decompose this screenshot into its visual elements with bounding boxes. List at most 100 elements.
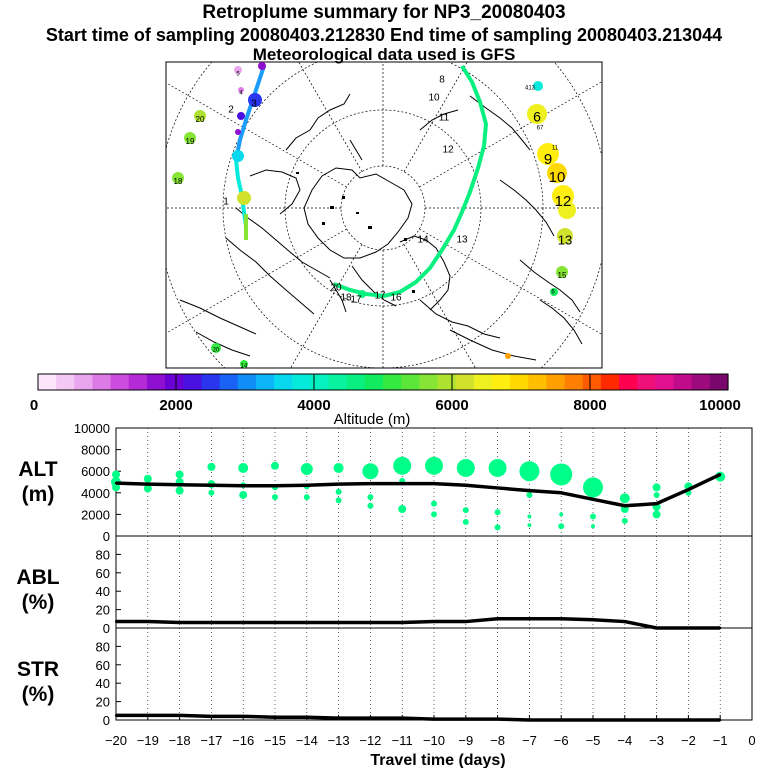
y-tick-label: 8000 xyxy=(81,443,110,458)
x-tick-label: −2 xyxy=(681,733,696,748)
data-point xyxy=(178,483,181,486)
colorbar-swatch xyxy=(564,374,584,390)
data-point xyxy=(464,620,467,623)
y-tick-label: 0 xyxy=(103,529,110,544)
day-label: 11 xyxy=(439,113,450,124)
colorbar-tick-label: 6000 xyxy=(435,397,468,414)
y-tick-label: 0 xyxy=(103,713,110,728)
x-tick-label: −6 xyxy=(554,733,569,748)
series-line xyxy=(116,713,721,722)
day-label: 20 xyxy=(196,115,205,124)
data-point xyxy=(432,482,436,485)
altitude-point xyxy=(272,494,278,501)
panel-3: 0 20 40 60 80 STR(%) xyxy=(17,627,753,728)
y-tick-label: 80 xyxy=(96,547,110,562)
colorbar-swatch xyxy=(128,374,148,390)
day-label: 6 xyxy=(551,290,555,296)
day-label: 17 xyxy=(350,295,362,306)
y-tick-label: 60 xyxy=(96,658,110,673)
day-label: 10 xyxy=(549,169,566,186)
altitude-point xyxy=(550,463,573,486)
colorbar-swatch xyxy=(183,374,203,390)
x-tick-label: −13 xyxy=(328,733,350,748)
day-label: 18 xyxy=(340,293,352,304)
altitude-point xyxy=(208,489,215,496)
y-tick-label: 20 xyxy=(96,695,110,710)
altitude-colorbar: 0 2000 4000 6000 8000 10000 Altitude (m) xyxy=(30,373,741,428)
colorbar-swatch xyxy=(455,374,475,390)
map-coastlines xyxy=(179,93,583,361)
data-point xyxy=(528,617,531,620)
altitude-point xyxy=(271,461,279,470)
altitude-point xyxy=(488,458,507,477)
day-label: 1 xyxy=(223,197,229,208)
day-label: 14 xyxy=(417,235,429,246)
y-tick-label: 40 xyxy=(96,676,110,691)
colorbar-swatch xyxy=(401,374,420,390)
altitude-point xyxy=(362,463,379,480)
day-label: 413 xyxy=(525,86,536,92)
colorbar-swatch xyxy=(637,374,656,390)
colorbar-swatch xyxy=(255,374,275,390)
x-tick-label: −18 xyxy=(169,733,191,748)
data-point xyxy=(560,617,563,620)
colorbar-tick-label: 0 xyxy=(30,397,38,414)
colorbar-swatch xyxy=(219,374,239,390)
day-label: 17 xyxy=(374,291,386,302)
data-point xyxy=(496,486,499,490)
altitude-point xyxy=(335,488,342,495)
colorbar-swatch xyxy=(346,374,366,390)
colorbar-swatch xyxy=(146,374,166,390)
colorbar-swatch xyxy=(74,374,94,390)
data-point xyxy=(146,482,149,486)
day-label: 5 xyxy=(236,72,240,78)
panel-unit: (m) xyxy=(22,483,55,506)
colorbar-swatch xyxy=(473,374,493,390)
colorbar-swatch xyxy=(673,374,693,390)
met-data-label: Meteorological data used is GFS xyxy=(252,45,516,64)
day-label: 16 xyxy=(390,293,402,304)
series-line xyxy=(116,617,721,630)
day-label: 15 xyxy=(558,271,567,280)
day-label: 4 xyxy=(239,91,243,97)
y-tick-label: 60 xyxy=(96,566,110,581)
altitude-point xyxy=(238,462,249,473)
colorbar-swatches xyxy=(38,374,729,390)
altitude-point xyxy=(559,512,564,517)
altitude-point xyxy=(619,493,630,504)
x-tick-label: −5 xyxy=(586,733,601,748)
panel-label: STR xyxy=(17,658,59,681)
data-point xyxy=(114,620,118,623)
altitude-point xyxy=(425,456,443,475)
altitude-point xyxy=(207,462,216,471)
data-point xyxy=(242,621,245,624)
altitude-point xyxy=(112,483,120,492)
panel-unit: (%) xyxy=(22,591,55,614)
altitude-point xyxy=(143,474,152,483)
data-point xyxy=(114,481,118,485)
day-label: 2 xyxy=(228,105,234,116)
data-point xyxy=(623,504,626,507)
altitude-point xyxy=(367,502,374,509)
series-line xyxy=(115,472,721,508)
x-tick-label: −16 xyxy=(232,733,254,748)
altitude-point xyxy=(558,523,565,530)
data-point xyxy=(591,618,595,621)
day-label: 14 xyxy=(241,364,248,370)
altitude-point xyxy=(300,463,313,476)
colorbar-swatch xyxy=(655,374,675,390)
colorbar-xlabel: Altitude (m) xyxy=(334,411,411,428)
data-point xyxy=(210,621,213,624)
x-tick-label: −9 xyxy=(458,733,473,748)
altitude-point xyxy=(367,494,374,501)
day-label: 12 xyxy=(442,145,454,156)
colorbar-swatch xyxy=(364,374,384,390)
y-tick-label: 0 xyxy=(103,621,110,636)
colorbar-tick-label: 4000 xyxy=(297,397,330,414)
data-point xyxy=(305,484,308,487)
altitude-point xyxy=(303,494,310,501)
colorbar-swatch xyxy=(383,374,402,390)
day-label: 12 xyxy=(555,193,572,210)
altitude-point xyxy=(175,486,184,495)
altitude-point xyxy=(494,509,501,516)
